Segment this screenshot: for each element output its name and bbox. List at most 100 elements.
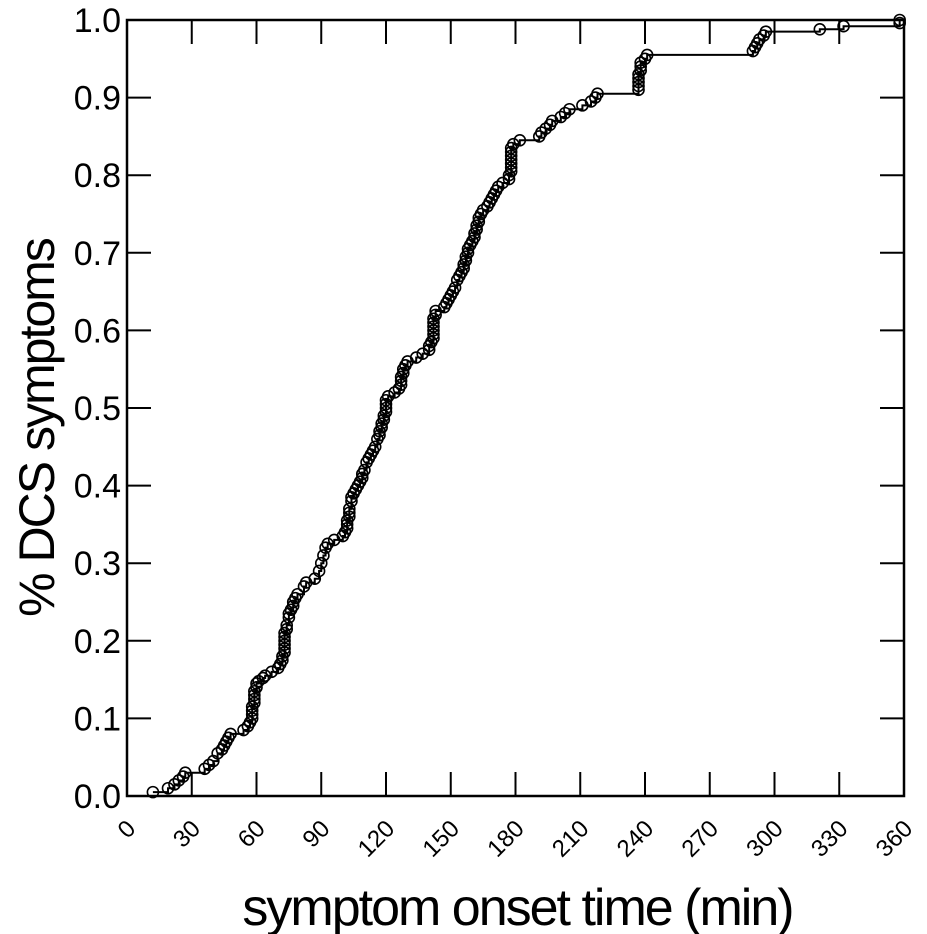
data-point: [278, 634, 291, 648]
data-point: [640, 48, 654, 62]
data-point: [634, 56, 647, 69]
data-point: [278, 630, 291, 644]
data-point: [312, 564, 326, 578]
data-point: [343, 502, 356, 516]
data-point: [394, 378, 408, 392]
data-point: [554, 110, 568, 124]
data-point: [427, 316, 440, 329]
data-point: [502, 172, 516, 186]
y-tick-label: 0.1: [74, 700, 121, 738]
data-points: [146, 13, 906, 799]
data-point: [504, 145, 518, 159]
data-point: [258, 669, 272, 683]
data-point: [211, 747, 224, 760]
y-tick-label: 0.5: [74, 390, 121, 428]
data-point: [198, 762, 211, 776]
data-point: [563, 102, 576, 116]
data-point: [345, 494, 358, 508]
data-point: [632, 75, 645, 89]
data-point: [632, 71, 645, 85]
data-point: [343, 510, 356, 523]
data-point: [373, 428, 386, 442]
data-point: [172, 774, 186, 787]
data-point: [461, 246, 475, 260]
data-point: [256, 671, 270, 685]
y-tick-label: 0.9: [74, 80, 121, 118]
data-point: [535, 126, 548, 139]
y-tick-label: 0.7: [74, 235, 121, 273]
data-point: [250, 681, 263, 694]
data-point: [224, 727, 237, 741]
data-point: [368, 440, 382, 454]
data-point: [248, 688, 261, 702]
data-point: [416, 347, 429, 360]
data-point: [394, 374, 408, 388]
data-point: [340, 518, 354, 531]
data-point: [491, 180, 505, 194]
data-point: [282, 611, 296, 624]
data-point: [379, 401, 393, 415]
data-point: [507, 137, 520, 151]
data-point: [314, 556, 328, 570]
data-point: [265, 665, 278, 679]
data-point: [280, 618, 294, 632]
data-point: [429, 308, 442, 322]
data-point: [381, 390, 395, 403]
data-point: [343, 506, 356, 520]
data-point: [340, 521, 354, 535]
y-tick-labels: 0.0 0.1 0.2 0.3 0.4 0.5 0.6 0.7 0.8 0.9 1.0: [74, 2, 121, 816]
y-tick-label: 0.3: [74, 545, 121, 583]
data-point: [146, 785, 160, 799]
data-point: [813, 23, 827, 36]
data-point: [178, 766, 192, 780]
data-point: [245, 704, 259, 717]
data-point: [237, 723, 250, 737]
data-point: [321, 537, 335, 551]
data-point: [422, 343, 436, 357]
data-point: [472, 215, 486, 229]
data-point: [496, 176, 509, 190]
data-point: [427, 320, 440, 333]
y-tick-label: 0.0: [74, 778, 121, 816]
data-point: [513, 133, 527, 147]
data-point: [375, 421, 388, 434]
y-axis-label: % DCS symptoms: [9, 238, 65, 617]
data-point: [759, 25, 773, 38]
data-point: [459, 254, 473, 267]
data-point: [317, 549, 330, 562]
data-point: [591, 87, 604, 101]
data-point: [161, 781, 175, 795]
data-point: [584, 95, 598, 108]
data-point: [202, 758, 216, 772]
data-point: [409, 351, 423, 364]
data-point: [634, 64, 647, 77]
data-point: [286, 599, 300, 613]
data-point: [388, 386, 401, 399]
x-axis-label: symptom onset time (min): [242, 879, 792, 934]
y-tick-label: 0.8: [74, 157, 121, 195]
data-point: [396, 366, 410, 380]
cumulative-step-line: [152, 20, 901, 794]
data-point: [448, 281, 462, 295]
data-point: [248, 692, 261, 706]
y-tick-label: 0.6: [74, 312, 121, 350]
data-point: [379, 397, 393, 411]
data-point: [476, 203, 490, 217]
data-point: [468, 230, 481, 244]
data-point: [377, 413, 391, 426]
y-tick-label: 1.0: [74, 2, 121, 40]
data-point: [753, 33, 766, 46]
data-point: [280, 622, 294, 636]
data-point: [168, 778, 181, 791]
plot-frame: [125, 18, 906, 798]
data-point: [539, 122, 553, 135]
y-tick-label: 0.2: [74, 623, 121, 661]
y-tick-label: 0.4: [74, 468, 121, 506]
data-point: [470, 223, 483, 236]
data-point: [358, 463, 371, 477]
data-point: [291, 587, 304, 601]
data-point: [504, 149, 518, 163]
data-point: [355, 471, 369, 485]
